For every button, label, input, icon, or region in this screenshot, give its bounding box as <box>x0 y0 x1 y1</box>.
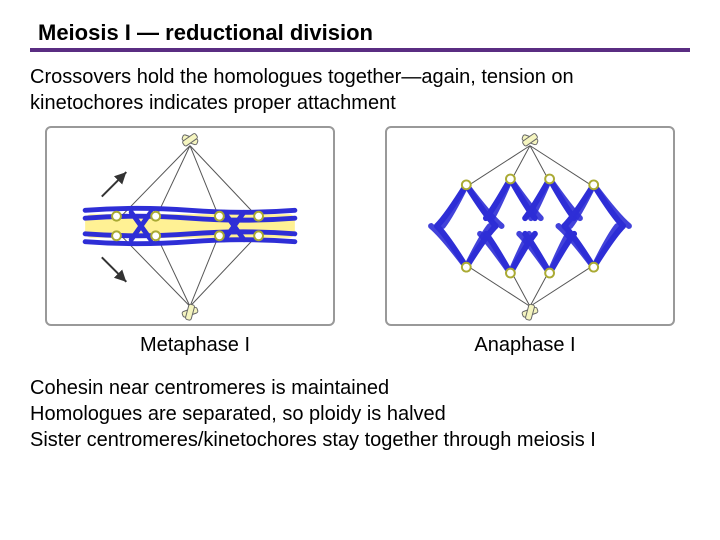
anaphase-caption: Anaphase I <box>380 334 670 357</box>
page-title: Meiosis I — reductional division <box>30 20 690 48</box>
diagram-row <box>30 126 690 326</box>
title-block: Meiosis I — reductional division <box>30 20 690 52</box>
metaphase-svg <box>47 128 333 324</box>
anaphase-svg <box>387 128 673 324</box>
anaphase-panel <box>385 126 675 326</box>
title-underline <box>30 48 690 52</box>
metaphase-panel <box>45 126 335 326</box>
subtitle-text: Crossovers hold the homologues together—… <box>30 64 690 116</box>
metaphase-caption: Metaphase I <box>50 334 340 357</box>
caption-row: Metaphase I Anaphase I <box>30 334 690 357</box>
footer-text: Cohesin near centromeres is maintainedHo… <box>30 375 690 453</box>
